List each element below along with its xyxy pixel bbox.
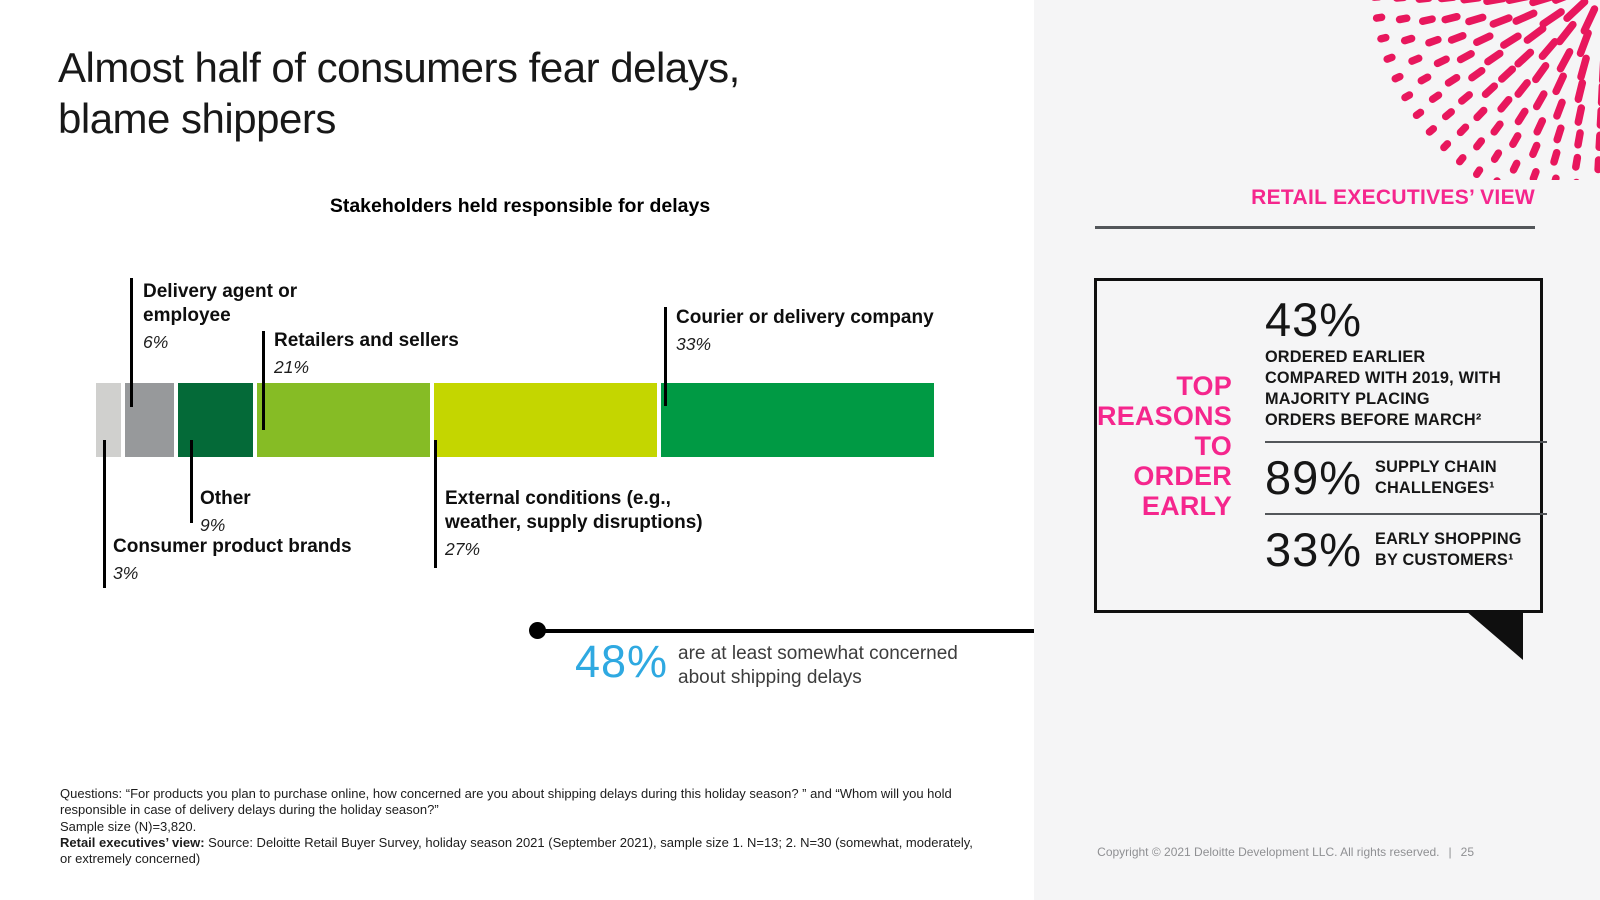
bar-label-retailers: Retailers and sellers 21% (274, 329, 534, 377)
stat-label: ORDERED EARLIER COMPARED WITH 2019, WITH… (1264, 348, 1502, 429)
bar-segment-1 (124, 383, 175, 457)
footnote-source-rest: Source: Deloitte Retail Buyer Survey, ho… (60, 834, 973, 867)
bar-label-value: 21% (274, 357, 310, 377)
leader-line-consumer-brands (103, 440, 106, 588)
bar-label-courier: Courier or delivery company 33% (676, 306, 976, 354)
exec-stat-early-shopping: 33% EARLY SHOPPING BY CUSTOMERS¹ (1265, 525, 1547, 575)
slide-title: Almost half of consumers fear delays, bl… (58, 44, 740, 142)
bar-label-external-conditions: External conditions (e.g., weather, supp… (445, 487, 725, 559)
bar-label-value: 9% (200, 515, 226, 535)
callout-value: 48% (575, 636, 669, 687)
exec-stat-supply-chain: 89% SUPPLY CHAIN CHALLENGES¹ (1265, 453, 1547, 503)
callout-description: are at least somewhat concerned about sh… (678, 643, 958, 688)
footnote-questions: Questions: “For products you plan to pur… (60, 786, 952, 818)
leader-line-delivery-agent (130, 278, 133, 407)
stat-value: 33% (1264, 523, 1363, 576)
bar-label-consumer-brands: Consumer product brands 3% (113, 535, 393, 583)
leader-line-external-conditions (434, 440, 437, 568)
copyright-separator: | (1448, 845, 1452, 859)
bar-label-name: Retailers and sellers (274, 330, 459, 351)
footnote-source-bold: Retail executives’ view: (60, 834, 205, 850)
bar-label-name: Courier or delivery company (676, 307, 934, 328)
page-number: 25 (1460, 845, 1474, 859)
leader-line-retailers (262, 331, 265, 430)
footnotes: Questions: “For products you plan to pur… (60, 786, 976, 867)
bar-label-name: Delivery agent or employee (143, 281, 298, 326)
executives-panel-background (1034, 0, 1600, 900)
stacked-bar (96, 383, 934, 457)
leader-line-other (190, 440, 193, 523)
exec-view-header: RETAIL EXECUTIVES’ VIEW (1251, 186, 1535, 209)
stat-value: 43% (1264, 293, 1363, 346)
bar-segment-5 (661, 383, 934, 457)
bar-segment-0 (96, 383, 121, 457)
bar-label-name: Consumer product brands (113, 536, 352, 557)
copyright-text: Copyright © 2021 Deloitte Development LL… (1097, 845, 1440, 859)
leader-line-courier (664, 307, 667, 406)
bar-segment-4 (434, 383, 658, 457)
bar-label-other: Other 9% (200, 487, 360, 535)
exec-side-label: TOP REASONS TO ORDER EARLY (1097, 370, 1232, 521)
chart-title: Stakeholders held responsible for delays (329, 195, 711, 217)
exec-side-column: TOP REASONS TO ORDER EARLY (1097, 281, 1247, 610)
bar-label-value: 3% (113, 563, 139, 583)
exec-view-rule (1095, 226, 1535, 229)
exec-stat-divider (1264, 513, 1548, 515)
exec-view-box: TOP REASONS TO ORDER EARLY 43% ORDERED E… (1094, 278, 1548, 613)
stat-label: SUPPLY CHAIN CHALLENGES¹ (1375, 458, 1497, 497)
exec-stats-column: 43% ORDERED EARLIER COMPARED WITH 2019, … (1247, 281, 1563, 610)
bar-segment-3 (256, 383, 431, 457)
copyright-bar: Copyright © 2021 Deloitte Development LL… (1034, 845, 1537, 859)
bar-label-delivery-agent: Delivery agent or employee 6% (143, 280, 308, 352)
footnote-source: Retail executives’ view: Source: Deloitt… (60, 835, 976, 868)
bar-label-name: External conditions (e.g., weather, supp… (445, 488, 703, 533)
exec-stat-ordered-earlier: 43% ORDERED EARLIER COMPARED WITH 2019, … (1265, 295, 1547, 431)
dots-decoration-icon (1371, 0, 1600, 180)
bar-label-value: 33% (676, 334, 712, 354)
bar-label-value: 27% (445, 539, 481, 559)
bar-label-name: Other (200, 488, 251, 509)
stat-value: 89% (1264, 451, 1363, 504)
footnote-sample-size: Sample size (N)=3,820. (60, 818, 197, 834)
callout-line (537, 629, 1034, 633)
bar-label-value: 6% (143, 332, 169, 352)
stat-label: EARLY SHOPPING BY CUSTOMERS¹ (1375, 530, 1522, 569)
exec-stat-divider (1264, 441, 1548, 443)
